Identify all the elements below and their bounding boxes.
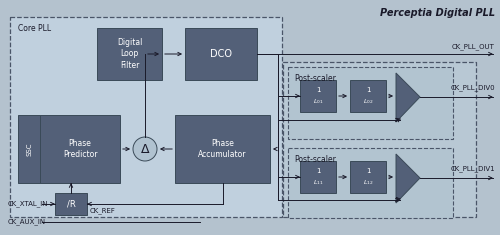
Text: 1: 1 xyxy=(366,87,370,93)
Bar xyxy=(18,115,40,183)
Polygon shape xyxy=(396,154,420,203)
Bar xyxy=(288,148,453,218)
Text: Phase
Accumulator: Phase Accumulator xyxy=(198,139,247,159)
Text: $L_{12}$: $L_{12}$ xyxy=(362,179,374,188)
Text: Digital
Loop
Filter: Digital Loop Filter xyxy=(117,38,142,70)
Bar xyxy=(283,62,476,217)
Bar xyxy=(175,115,270,183)
Text: SSC: SSC xyxy=(26,142,32,156)
Text: Δ: Δ xyxy=(141,143,149,156)
Text: CK_PLL_DIV1: CK_PLL_DIV1 xyxy=(450,165,495,172)
Text: CK_PLL_DIV0: CK_PLL_DIV0 xyxy=(450,84,495,91)
Text: CK_AUX_IN: CK_AUX_IN xyxy=(8,219,46,225)
Bar xyxy=(97,28,162,80)
Text: Core PLL: Core PLL xyxy=(18,24,51,33)
Bar xyxy=(300,80,336,112)
Bar xyxy=(288,67,453,139)
Bar xyxy=(40,115,120,183)
Text: Phase
Predictor: Phase Predictor xyxy=(63,139,97,159)
Bar xyxy=(185,28,257,80)
Text: 1: 1 xyxy=(316,168,320,174)
Bar xyxy=(350,80,386,112)
Polygon shape xyxy=(396,73,420,122)
Text: /R: /R xyxy=(66,200,76,208)
Text: 1: 1 xyxy=(316,87,320,93)
Text: Post-scaler: Post-scaler xyxy=(294,155,336,164)
Text: $L_{01}$: $L_{01}$ xyxy=(312,98,324,106)
Text: DCO: DCO xyxy=(210,49,232,59)
Bar xyxy=(350,161,386,193)
Text: CK_PLL_OUT: CK_PLL_OUT xyxy=(452,43,495,50)
Bar xyxy=(300,161,336,193)
Text: 1: 1 xyxy=(366,168,370,174)
Text: $L_{02}$: $L_{02}$ xyxy=(362,98,374,106)
Text: $L_{11}$: $L_{11}$ xyxy=(312,179,324,188)
Bar xyxy=(55,193,87,215)
Text: Perceptia Digital PLL: Perceptia Digital PLL xyxy=(380,8,495,18)
Text: CK_REF: CK_REF xyxy=(90,207,116,214)
Bar xyxy=(10,17,282,217)
Text: CK_XTAL_IN: CK_XTAL_IN xyxy=(8,201,48,207)
Text: Post-scaler: Post-scaler xyxy=(294,74,336,83)
Circle shape xyxy=(133,137,157,161)
